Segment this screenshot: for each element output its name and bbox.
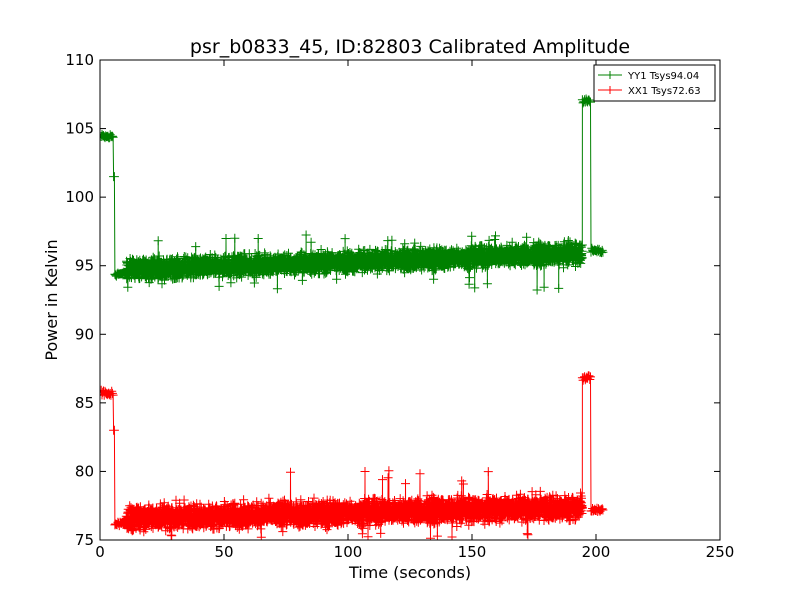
plot-frame: [99, 59, 721, 541]
x-tick-label: 200: [582, 543, 611, 561]
series-markers: [100, 94, 608, 295]
y-tick-label: 100: [65, 188, 94, 206]
y-tick-label: 95: [75, 257, 94, 275]
y-axis-label: Power in Kelvin: [42, 239, 61, 360]
ticks-layer: 0 50 100 150 200 250 75 80 85 90 95 100 105 110: [65, 51, 734, 561]
chart-title: psr_b0833_45, ID:82803 Calibrated Amplit…: [190, 36, 630, 58]
legend: YY1 Tsys94.04 XX1 Tsys72.63: [593, 64, 716, 102]
x-tick-label: 50: [214, 543, 233, 561]
legend-label: XX1 Tsys72.63: [628, 86, 701, 97]
series-xx1: [100, 371, 608, 540]
y-tick-label: 75: [75, 531, 94, 549]
x-tick-label: 150: [458, 543, 487, 561]
y-tick-label: 110: [65, 51, 94, 69]
legend-label: YY1 Tsys94.04: [627, 71, 699, 82]
plot-area: [100, 94, 608, 540]
x-tick-label: 100: [334, 543, 363, 561]
legend-box: [593, 64, 716, 102]
legend-marker: [606, 86, 614, 94]
x-tick-label: 250: [706, 543, 735, 561]
series-yy1: [100, 94, 608, 295]
series-layer: [100, 94, 608, 540]
series-markers: [100, 371, 608, 540]
y-tick-label: 90: [75, 325, 94, 343]
y-tick-label: 85: [75, 394, 94, 412]
y-tick-label: 80: [75, 462, 94, 480]
y-tick-label: 105: [65, 120, 94, 138]
x-axis-label: Time (seconds): [348, 563, 471, 582]
legend-marker: [606, 71, 614, 79]
x-tick-label: 0: [95, 543, 105, 561]
